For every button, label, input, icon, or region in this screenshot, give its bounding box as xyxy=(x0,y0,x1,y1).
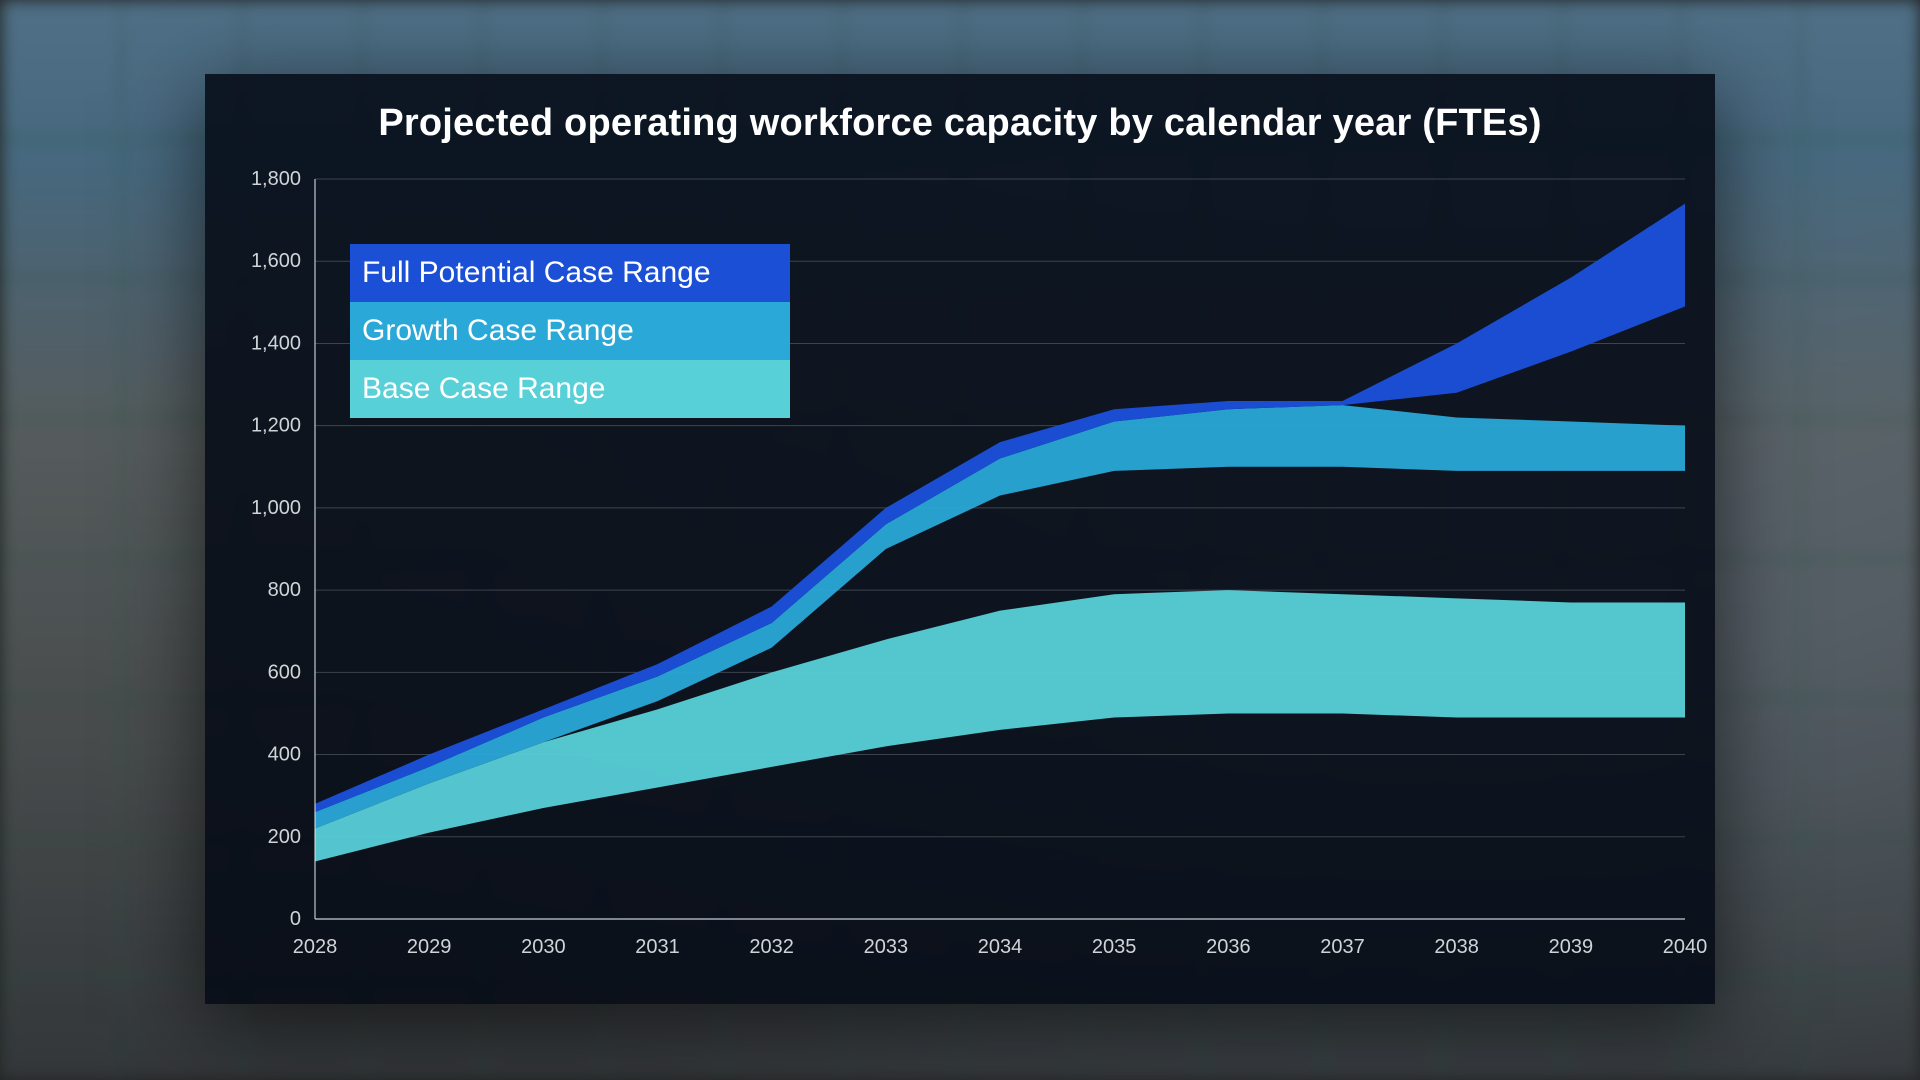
legend-item: Growth Case Range xyxy=(350,302,790,360)
x-tick-label: 2037 xyxy=(1320,936,1365,958)
x-tick-label: 2040 xyxy=(1663,936,1708,958)
legend: Full Potential Case Range Growth Case Ran… xyxy=(350,244,790,418)
chart-panel: Projected operating workforce capacity b… xyxy=(205,74,1715,1004)
y-tick-label: 1,400 xyxy=(251,332,301,354)
x-tick-label: 2038 xyxy=(1434,936,1479,958)
x-tick-label: 2033 xyxy=(864,936,909,958)
x-tick-label: 2029 xyxy=(407,936,452,958)
y-tick-label: 800 xyxy=(268,579,301,601)
legend-item: Full Potential Case Range xyxy=(350,244,790,302)
x-tick-label: 2028 xyxy=(293,936,338,958)
x-tick-label: 2034 xyxy=(978,936,1023,958)
y-tick-label: 600 xyxy=(268,661,301,683)
x-tick-label: 2035 xyxy=(1092,936,1137,958)
area-chart: 0 200 400 600 800 1,000 1,200 1,400 1,600 1,800 20… xyxy=(205,74,1715,1004)
y-tick-label: 0 xyxy=(290,908,301,930)
legend-label: Base Case Range xyxy=(362,372,606,406)
x-tick-label: 2031 xyxy=(635,936,680,958)
legend-label: Growth Case Range xyxy=(362,314,634,348)
x-tick-label: 2032 xyxy=(749,936,794,958)
y-tick-label: 400 xyxy=(268,744,301,766)
legend-item: Base Case Range xyxy=(350,360,790,418)
legend-label: Full Potential Case Range xyxy=(362,256,711,290)
x-tick-label: 2036 xyxy=(1206,936,1251,958)
y-tick-label: 1,200 xyxy=(251,415,301,437)
x-tick-label: 2039 xyxy=(1549,936,1594,958)
y-tick-label: 200 xyxy=(268,826,301,848)
y-tick-label: 1,000 xyxy=(251,497,301,519)
y-tick-label: 1,600 xyxy=(251,250,301,272)
x-tick-label: 2030 xyxy=(521,936,566,958)
y-tick-label: 1,800 xyxy=(251,168,301,190)
